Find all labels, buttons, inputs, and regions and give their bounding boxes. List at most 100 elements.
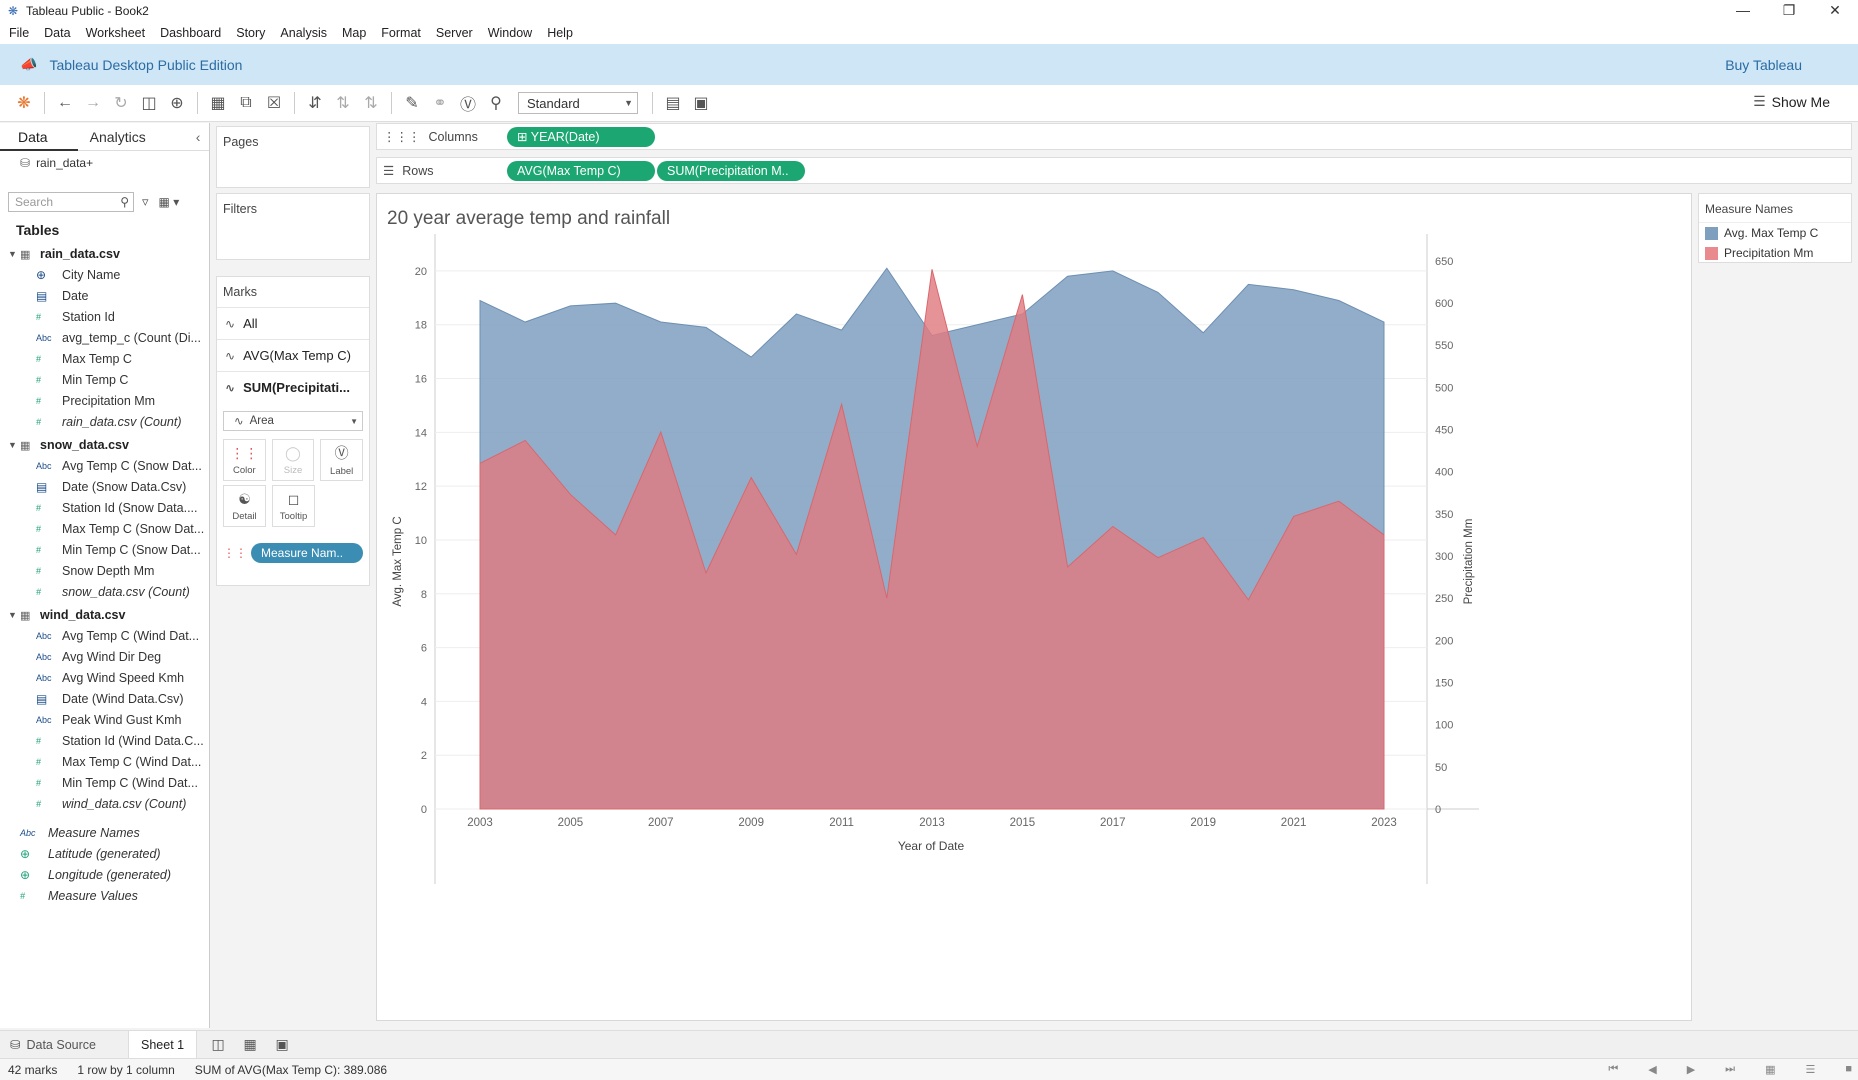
sum-precip-pill[interactable]: SUM(Precipitation M..: [657, 160, 805, 181]
precip-data-point[interactable]: [885, 596, 889, 600]
card-visibility-icon[interactable]: ▤: [665, 95, 681, 112]
marks-avg-max-temp[interactable]: ∿ AVG(Max Temp C): [217, 339, 369, 371]
temp-data-point[interactable]: [523, 320, 527, 324]
precip-data-point[interactable]: [794, 552, 798, 556]
temp-data-point[interactable]: [614, 301, 618, 305]
duplicate-sheet-icon[interactable]: ⧉: [240, 94, 252, 111]
sort-ascending-icon[interactable]: ⇅: [336, 95, 350, 112]
field-item[interactable]: ▤ Date (Wind Data.Csv): [0, 688, 209, 709]
temp-data-point[interactable]: [1246, 282, 1250, 286]
field-item[interactable]: Abc Avg Temp C (Snow Dat...: [0, 455, 209, 476]
label-button[interactable]: Ⓥ Label: [320, 439, 364, 481]
field-item[interactable]: # Station Id (Snow Data....: [0, 497, 209, 518]
marks-sum-precip[interactable]: ∿ SUM(Precipitati...: [217, 371, 369, 403]
menu-window[interactable]: Window: [487, 26, 533, 40]
last-page-icon[interactable]: ⏭: [1725, 1063, 1736, 1075]
field-item[interactable]: # Measure Values: [0, 885, 209, 906]
temp-data-point[interactable]: [975, 323, 979, 327]
precip-data-point[interactable]: [1292, 514, 1296, 518]
redo-icon[interactable]: →: [85, 94, 101, 111]
filmstrip-view-icon[interactable]: ■: [1845, 1063, 1852, 1075]
avg-max-temp-pill[interactable]: AVG(Max Temp C): [507, 160, 655, 181]
tab-data[interactable]: Data: [0, 123, 78, 151]
close-button[interactable]: ✕: [1829, 2, 1841, 18]
temp-data-point[interactable]: [568, 304, 572, 308]
field-item[interactable]: Abc Avg Wind Speed Kmh: [0, 667, 209, 688]
precip-data-point[interactable]: [704, 571, 708, 575]
field-item[interactable]: # Station Id: [0, 306, 209, 327]
field-item[interactable]: # Max Temp C (Snow Dat...: [0, 518, 209, 539]
new-data-source-icon[interactable]: ⊕: [170, 95, 184, 112]
precip-data-point[interactable]: [749, 476, 753, 480]
temp-data-point[interactable]: [1337, 299, 1341, 303]
new-story-icon[interactable]: ▣: [275, 1036, 289, 1052]
mark-type-select[interactable]: ∿ Area ▼: [223, 411, 363, 431]
menu-format[interactable]: Format: [381, 26, 421, 40]
detail-button[interactable]: ☯ Detail: [223, 485, 266, 527]
list-view-icon[interactable]: ☰: [1805, 1064, 1816, 1076]
clear-sheet-icon[interactable]: ☒: [266, 95, 282, 112]
highlight-icon[interactable]: ✎: [405, 95, 419, 112]
tableau-home-icon[interactable]: ❋: [17, 95, 31, 112]
field-item[interactable]: # Min Temp C (Snow Dat...: [0, 539, 209, 560]
temp-data-point[interactable]: [1382, 320, 1386, 324]
precip-data-point[interactable]: [659, 430, 663, 434]
precip-data-point[interactable]: [840, 402, 844, 406]
temp-data-point[interactable]: [478, 299, 482, 303]
temp-data-point[interactable]: [749, 355, 753, 359]
size-button[interactable]: ◯ Size: [271, 439, 315, 481]
buy-tableau-link[interactable]: Buy Tableau: [1725, 56, 1802, 73]
filter-icon[interactable]: ▿: [142, 194, 149, 209]
columns-shelf[interactable]: ⋮⋮⋮ Columns ⊞ YEAR(Date): [376, 123, 1852, 150]
new-worksheet-icon[interactable]: ◫: [211, 1036, 225, 1052]
grid-view-icon[interactable]: ▦: [1765, 1064, 1776, 1076]
field-item[interactable]: # snow_data.csv (Count): [0, 581, 209, 602]
first-page-icon[interactable]: ⏮: [1608, 1063, 1619, 1075]
temp-data-point[interactable]: [930, 333, 934, 337]
precip-data-point[interactable]: [614, 533, 618, 537]
menu-analysis[interactable]: Analysis: [280, 26, 327, 40]
field-item[interactable]: ▤ Date: [0, 285, 209, 306]
color-button[interactable]: ⋮⋮ Color: [223, 439, 266, 481]
temp-data-point[interactable]: [704, 325, 708, 329]
pages-card[interactable]: Pages: [216, 126, 370, 188]
field-item[interactable]: ⊕ City Name: [0, 264, 209, 285]
temp-data-point[interactable]: [1292, 288, 1296, 292]
field-item[interactable]: Abc avg_temp_c (Count (Di...: [0, 327, 209, 348]
precip-data-point[interactable]: [523, 438, 527, 442]
menu-worksheet[interactable]: Worksheet: [85, 26, 146, 40]
tab-analytics[interactable]: Analytics: [89, 129, 146, 145]
temp-data-point[interactable]: [1111, 269, 1115, 273]
temp-data-point[interactable]: [1066, 274, 1070, 278]
field-item[interactable]: ⊕ Latitude (generated): [0, 843, 209, 864]
save-icon[interactable]: ◫: [141, 95, 157, 112]
menu-server[interactable]: Server: [435, 26, 473, 40]
field-item[interactable]: # Snow Depth Mm: [0, 560, 209, 581]
group-icon[interactable]: ⚭: [433, 95, 447, 112]
precip-data-point[interactable]: [478, 461, 482, 465]
field-item[interactable]: Abc Avg Temp C (Wind Dat...: [0, 625, 209, 646]
show-labels-icon[interactable]: Ⓥ: [459, 97, 476, 114]
filters-card[interactable]: Filters: [216, 193, 370, 260]
precip-data-point[interactable]: [1020, 293, 1024, 297]
field-item[interactable]: ⊕ Longitude (generated): [0, 864, 209, 885]
field-item[interactable]: # Max Temp C: [0, 348, 209, 369]
field-item[interactable]: # Min Temp C: [0, 369, 209, 390]
rows-shelf[interactable]: ☰ Rows AVG(Max Temp C) SUM(Precipitation…: [376, 157, 1852, 184]
field-item[interactable]: # Station Id (Wind Data.C...: [0, 730, 209, 751]
field-item[interactable]: # rain_data.csv (Count): [0, 411, 209, 432]
menu-help[interactable]: Help: [547, 26, 573, 40]
data-source-tab[interactable]: ⛁ Data Source: [10, 1037, 128, 1053]
temp-data-point[interactable]: [794, 312, 798, 316]
temp-data-point[interactable]: [1156, 290, 1160, 294]
field-item[interactable]: # Precipitation Mm: [0, 390, 209, 411]
table-header[interactable]: ▼ ▦ rain_data.csv: [0, 244, 209, 264]
presentation-mode-icon[interactable]: ▣: [693, 95, 709, 112]
field-item[interactable]: Abc Avg Wind Dir Deg: [0, 646, 209, 667]
field-item[interactable]: Abc Peak Wind Gust Kmh: [0, 709, 209, 730]
show-me-button[interactable]: ☰ Show Me: [1753, 93, 1830, 110]
tooltip-button[interactable]: ◻ Tooltip: [272, 485, 315, 527]
swap-axes-icon[interactable]: ⇵: [308, 95, 322, 112]
temp-data-point[interactable]: [1201, 331, 1205, 335]
next-page-icon[interactable]: ▶: [1686, 1064, 1696, 1076]
